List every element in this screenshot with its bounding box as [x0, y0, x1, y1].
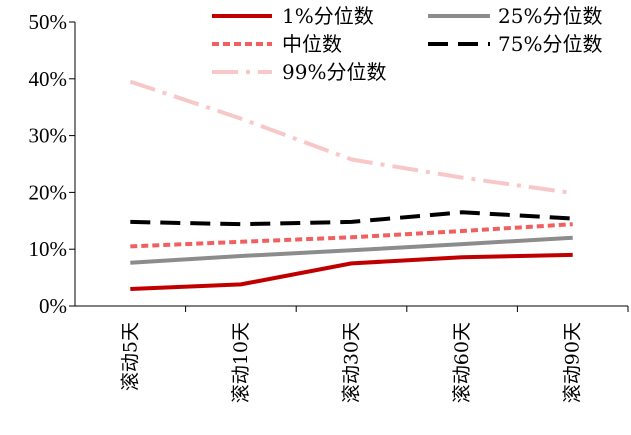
- series-line-2: [130, 222, 573, 249]
- series-line-4: [129, 79, 573, 195]
- y-ticks: 0% 10% 20% 30% 40% 50%: [29, 10, 75, 318]
- legend-label-0: 1%分位数: [282, 4, 374, 28]
- y-tick-label: 50%: [29, 10, 68, 34]
- x-category-label: 滚动5天: [119, 322, 141, 391]
- x-category-label: 滚动60天: [451, 322, 473, 403]
- x-category-label: 滚动10天: [230, 322, 252, 403]
- series-line-1: [130, 235, 573, 265]
- series-line-3: [130, 210, 573, 227]
- legend-label-3: 75%分位数: [498, 32, 602, 56]
- y-tick-label: 10%: [29, 237, 68, 261]
- x-category-label: 滚动30天: [341, 322, 363, 403]
- x-category-label: 滚动90天: [562, 322, 584, 403]
- y-tick-label: 0%: [39, 294, 67, 318]
- legend-label-1: 25%分位数: [498, 4, 602, 28]
- y-tick-label: 20%: [29, 180, 68, 204]
- x-ticks: 滚动5天 滚动10天 滚动30天 滚动60天 滚动90天: [119, 306, 629, 403]
- axes: [74, 22, 628, 307]
- legend-label-2: 中位数: [282, 32, 342, 56]
- legend-label-4: 99%分位数: [282, 60, 386, 84]
- series-line-0: [130, 252, 573, 291]
- y-tick-label: 40%: [29, 67, 68, 91]
- y-tick-label: 30%: [29, 124, 68, 148]
- series-lines: [129, 79, 573, 291]
